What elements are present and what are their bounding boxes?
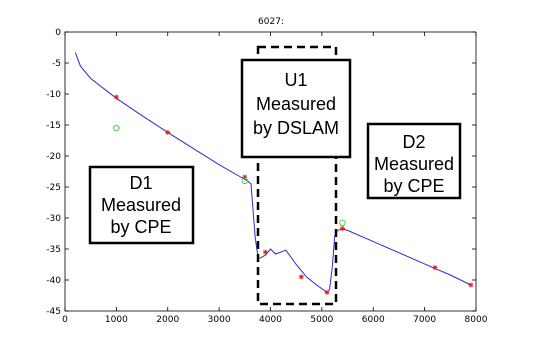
red-marker — [298, 274, 304, 280]
red-marker — [432, 265, 438, 271]
annotation-d2: D2 Measured by CPE — [366, 122, 462, 200]
x-tick-label: 0 — [62, 315, 68, 325]
y-tick-label: 0 — [55, 28, 61, 38]
red-marker — [339, 226, 345, 232]
annotation-u1-line-3: by DSLAM — [253, 118, 339, 138]
y-tick-label: -40 — [46, 276, 61, 286]
y-tick-label: -45 — [46, 307, 61, 317]
annotation-d1: D1 Measured by CPE — [88, 165, 195, 245]
y-tick-label: -15 — [46, 121, 61, 131]
annotation-d2-line-2: Measured — [374, 154, 454, 174]
annotation-d1-line-2: Measured — [101, 195, 181, 215]
x-tick-label: 6000 — [362, 315, 385, 325]
red-marker — [113, 94, 119, 100]
x-tick-label: 1000 — [105, 315, 128, 325]
y-tick-label: -20 — [46, 152, 61, 162]
green-marker — [113, 124, 120, 132]
annotation-d2-line-1: D2 — [402, 132, 425, 152]
y-tick-label: -35 — [46, 245, 61, 255]
green-marker — [339, 219, 346, 227]
chart-title: 6027: — [258, 17, 284, 27]
x-tick-label: 2000 — [156, 315, 179, 325]
x-tick-label: 3000 — [208, 315, 231, 325]
x-tick-label: 8000 — [465, 315, 488, 325]
annotation-d2-line-3: by CPE — [383, 176, 444, 196]
y-tick-label: -10 — [46, 90, 61, 100]
annotation-u1-line-1: U1 — [284, 70, 307, 90]
red-marker — [262, 249, 268, 255]
y-tick-label: -25 — [46, 183, 61, 193]
annotation-d1-line-1: D1 — [129, 173, 152, 193]
red-marker — [324, 289, 330, 295]
annotation-d1-box — [88, 165, 195, 245]
annotation-u1-line-2: Measured — [256, 94, 336, 114]
y-tick-label: -5 — [52, 59, 61, 69]
red-marker — [165, 129, 171, 135]
annotation-d1-line-3: by CPE — [110, 217, 171, 237]
x-tick-label: 7000 — [413, 315, 436, 325]
x-tick-label: 4000 — [259, 315, 282, 325]
red-marker — [468, 282, 474, 288]
u1-dashed-region — [256, 45, 338, 306]
green-marker — [241, 177, 249, 185]
x-tick-label: 5000 — [310, 315, 333, 325]
annotation-d2-box — [366, 122, 462, 200]
annotation-u1: U1 Measured by DSLAM — [240, 58, 352, 159]
y-tick-label: -30 — [46, 214, 61, 224]
series-line — [74, 52, 472, 294]
annotation-u1-box — [240, 58, 352, 159]
